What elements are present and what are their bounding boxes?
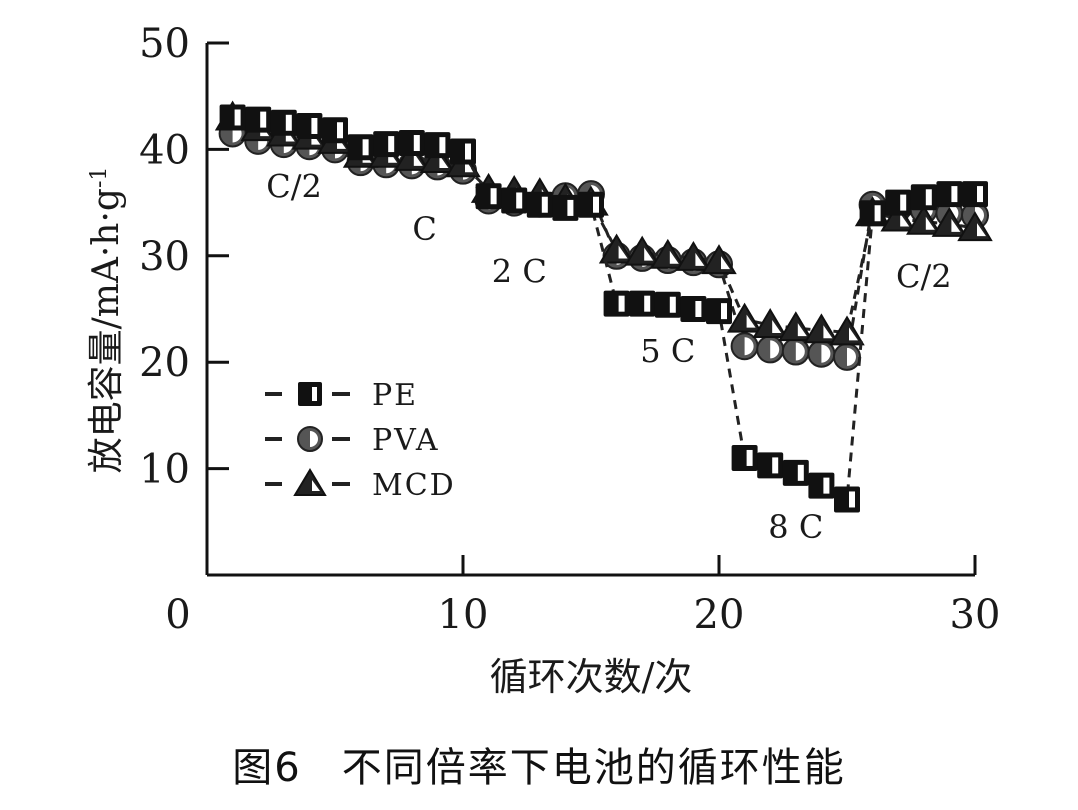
svg-text:放电容量/mA·h·g-1: 放电容量/mA·h·g-1 [86,167,127,474]
series-pva [218,119,989,371]
x-tick-label: 30 [950,592,1001,638]
legend-item-mcd: MCD [265,468,456,503]
x-axis-label: 循环次数/次 [490,655,693,699]
y-tick-label: 20 [139,340,190,386]
legend-label: MCD [372,468,456,503]
rate-label: C [412,210,436,248]
figure-caption-text: 不同倍率下电池的循环性能 [341,745,846,791]
y-tick-label: 30 [139,234,190,280]
rate-annotations: C/2 C 2 C 5 C 8 C C/2 [266,167,951,545]
legend: PE PVA MCD [265,378,456,503]
rate-label: 8 C [768,508,823,546]
figure-caption: 图6 不同倍率下电池的循环性能 [0,735,1078,793]
axes: 10 20 30 40 50 0 10 20 30 [139,21,1000,638]
y-axis-label: 放电容量/mA·h·g-1 [86,167,127,474]
y-tick-label: 10 [139,447,190,493]
legend-item-pva: PVA [265,423,439,458]
rate-label: C/2 [266,167,322,205]
legend-item-pe: PE [265,378,418,413]
y-tick-label: 40 [139,127,190,173]
series-pe [219,104,988,513]
rate-label: C/2 [896,258,952,296]
chart-canvas: 10 20 30 40 50 0 10 20 30 放电容量/mA·h·g-1 C/2 C 2 C 5… [86,21,1000,699]
plot-series [214,100,993,513]
figure-number: 图6 [232,745,302,791]
y-tick-label: 50 [139,21,190,67]
legend-label: PVA [372,423,439,458]
rate-label: 2 C [492,252,547,290]
rate-label: 5 C [640,332,695,370]
x-tick-label: 10 [438,592,489,638]
x-tick-label: 0 [165,592,190,638]
x-tick-label: 20 [694,592,745,638]
legend-label: PE [372,378,418,413]
